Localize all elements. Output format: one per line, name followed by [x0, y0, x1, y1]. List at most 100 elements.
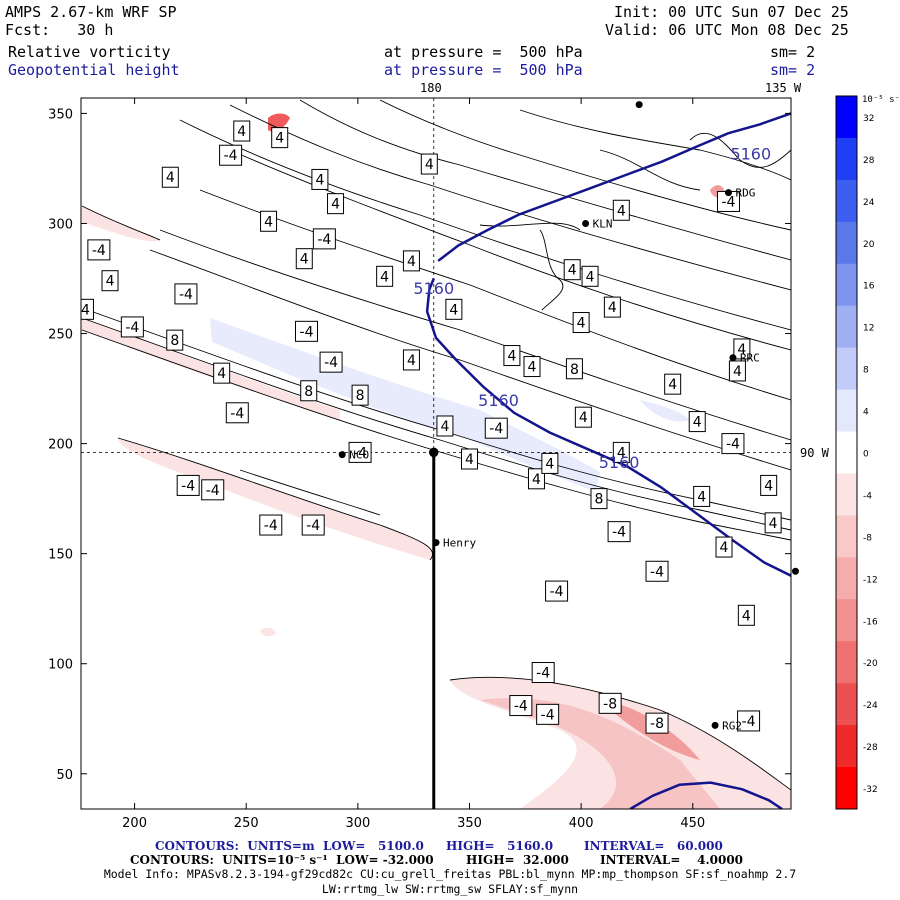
- vorticity-label-box: [300, 380, 318, 402]
- vorticity-label-56: -4: [645, 560, 669, 582]
- vorticity-label-40: 4: [527, 468, 545, 490]
- station-dot: [635, 101, 643, 109]
- vorticity-label-text: 8: [595, 492, 604, 508]
- vorticity-label-box: [545, 580, 569, 602]
- station-dot: [729, 354, 737, 362]
- colorbar-tick-14: -24: [863, 701, 878, 711]
- vorticity-label-text: 4: [532, 472, 541, 488]
- vorticity-label-text: 4: [440, 419, 449, 435]
- colorbar-tick-7: 4: [863, 408, 869, 418]
- vorticity-label-text: -4: [125, 320, 139, 336]
- model-info: Model Info: MPASv8.2.3-194-gf29cd82c CU:…: [103, 867, 797, 881]
- field1-name: Relative vorticity: [8, 43, 171, 61]
- station-dot: [432, 539, 440, 547]
- colorbar-segment-13: [836, 641, 857, 684]
- vorticity-label-box: [531, 662, 555, 684]
- vorticity-label-box: [311, 168, 329, 190]
- vorticity-label-text: -4: [92, 243, 106, 259]
- vorticity-label-box: [201, 479, 225, 501]
- colorbar-segment-12: [836, 599, 857, 642]
- vorticity-label-57: -4: [545, 580, 569, 602]
- vorticity-label-text: 4: [720, 540, 729, 556]
- vorticity-contour-line-3: [149, 249, 791, 471]
- vorticity-label-text: 4: [697, 489, 706, 505]
- colorbar-tick-5: 12: [863, 324, 874, 334]
- vorticity-label-box: [295, 248, 313, 270]
- vorticity-contour-line-12: [117, 437, 433, 561]
- station-dot: [582, 219, 590, 227]
- vorticity-label-text: 4: [742, 608, 751, 624]
- vorticity-label-box: [603, 296, 621, 318]
- vorticity-label-text: 4: [425, 157, 434, 173]
- vorticity-label-box: [81, 298, 94, 320]
- vorticity-label-text: 4: [407, 353, 416, 369]
- vorticity-label-38: 4: [603, 296, 621, 318]
- vorticity-label-text: 4: [586, 269, 595, 285]
- vorticity-label-text: -4: [317, 232, 331, 248]
- vorticity-label-box: [219, 144, 243, 166]
- vorticity-label-text: 4: [380, 269, 389, 285]
- station-marker-6: [635, 101, 643, 109]
- vorticity-contour-line-19: [599, 149, 701, 191]
- vorticity-label-box: [563, 259, 581, 281]
- station-name: RRC: [740, 352, 760, 365]
- vorticity-contour-interval: INTERVAL= 4.0000: [600, 853, 744, 867]
- vorticity-label-text: -4: [306, 518, 320, 534]
- vorticity-label-29: -4: [259, 514, 283, 536]
- field2-level: at pressure = 500 hPa: [384, 61, 583, 79]
- vorticity-label-27: -4: [176, 474, 200, 496]
- vorticity-label-11: 4: [101, 270, 119, 292]
- x-tick-label-300: 300: [345, 816, 370, 831]
- colorbar-segment-7: [836, 389, 857, 433]
- vorticity-label-box: [301, 514, 325, 536]
- vorticity-label-text: 4: [769, 516, 778, 532]
- vorticity-label-34: 4: [503, 345, 521, 367]
- colorbar-unit: 10⁻⁵ s⁻¹: [862, 95, 900, 105]
- vorticity-label-box: [225, 402, 249, 424]
- vorticity-label-text: 4: [315, 172, 324, 188]
- station-marker-7: [791, 567, 799, 575]
- vorticity-label-17: -4: [319, 351, 343, 373]
- vorticity-label-box: [645, 712, 669, 734]
- vorticity-label-text: 4: [545, 456, 554, 472]
- vorticity-shade-3: [82, 206, 160, 242]
- vorticity-label-60: -4: [716, 190, 740, 212]
- field1-level: at pressure = 500 hPa: [384, 43, 583, 61]
- vorticity-label-text: 4: [577, 316, 586, 332]
- vorticity-label-15: 4: [213, 362, 231, 384]
- vorticity-label-text: 4: [449, 302, 458, 318]
- vorticity-label-text: 8: [170, 333, 179, 349]
- x-tick-label-350: 350: [457, 816, 482, 831]
- vorticity-label-box: [590, 488, 608, 510]
- vorticity-label-box: [312, 228, 336, 250]
- vorticity-label-box: [436, 415, 454, 437]
- x-tick-label-450: 450: [680, 816, 705, 831]
- vorticity-contour-line-13: [239, 469, 381, 516]
- height-contour-interval: INTERVAL= 60.000: [584, 839, 723, 853]
- init-time: Init: 00 UTC Sun 07 Dec 25: [614, 3, 849, 21]
- vorticity-label-30: -4: [301, 514, 325, 536]
- vorticity-label-4: 4: [161, 166, 179, 188]
- axes: 200 250 300 350 400 450 50 100 150 200 250 300 350: [48, 98, 791, 831]
- vorticity-label-text: 4: [465, 452, 474, 468]
- vorticity-label-text: 8: [304, 384, 313, 400]
- height-label-0: 5160: [730, 145, 771, 164]
- vorticity-label-box: [271, 127, 289, 149]
- colorbar-frame: [835, 95, 858, 810]
- colorbar-segment-16: [836, 767, 857, 810]
- vorticity-contour-line-7: [179, 119, 791, 331]
- field2-smoothing: sm= 2: [770, 61, 816, 79]
- station-dot: [430, 448, 438, 456]
- colorbar-segment-8: [836, 431, 857, 474]
- vorticity-shade-5: [480, 698, 720, 809]
- vorticity-label-text: -4: [353, 445, 367, 461]
- x-tick-label-250: 250: [234, 816, 259, 831]
- vorticity-label-text: -4: [181, 478, 195, 494]
- vorticity-shade-8: [260, 627, 276, 637]
- vorticity-label-61: -4: [531, 662, 555, 684]
- vorticity-label-7: 4: [311, 168, 329, 190]
- field1-smoothing: sm= 2: [770, 43, 816, 61]
- station-markers: NCO KLN RRC RDG Henry RG2: [338, 101, 799, 732]
- vorticity-label-text: 4: [507, 349, 516, 365]
- vorticity-label-text: 4: [217, 366, 226, 382]
